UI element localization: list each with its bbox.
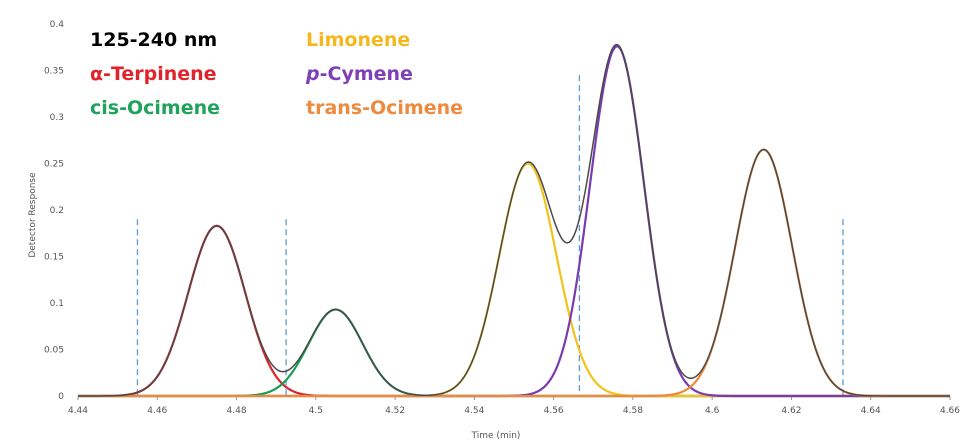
legend-item-p-cymene: p-Cymene [305, 63, 413, 85]
legend-label: α-Terpinene [90, 63, 217, 85]
x-tick-label: 4.52 [385, 406, 405, 416]
y-tick-label: 0.35 [44, 67, 64, 77]
y-tick-label: 0.3 [50, 113, 64, 123]
x-tick-label: 4.58 [623, 406, 643, 416]
x-tick-label: 4.64 [861, 406, 881, 416]
legend: 125-240 nm α-Terpinene cis-Ocimene Limonene… [90, 29, 463, 119]
legend-item-trans-ocimene: trans-Ocimene [306, 97, 463, 119]
series-lines [78, 43, 950, 398]
y-tick-label: 0.1 [50, 299, 64, 309]
y-tick-label: 0.05 [44, 346, 64, 356]
x-tick-label: 4.66 [940, 406, 960, 416]
legend-label: Limonene [306, 29, 410, 51]
legend-label: trans-Ocimene [306, 97, 463, 119]
vertical-markers [136, 75, 844, 396]
legend-label-main: -Cymene [320, 63, 413, 85]
legend-item-125-240-nm: 125-240 nm [90, 29, 217, 51]
x-tick-label: 4.44 [68, 406, 88, 416]
x-tick-label: 4.56 [544, 406, 564, 416]
series-line-total-125-240-nm [78, 43, 950, 397]
y-tick-label: 0 [58, 392, 64, 402]
x-tick-label: 4.5 [309, 406, 323, 416]
x-axis-title: Time (min) [471, 431, 521, 441]
y-tick-label: 0.15 [44, 253, 64, 263]
y-tick-label: 0.25 [44, 160, 64, 170]
legend-item-limonene: Limonene [306, 29, 410, 51]
x-tick-label: 4.62 [781, 406, 801, 416]
x-tick-label: 4.6 [705, 406, 720, 416]
y-tick-label: 0.2 [50, 206, 64, 216]
legend-label: cis-Ocimene [90, 97, 220, 119]
y-axis-title: Detector Response [28, 172, 38, 258]
x-tick-label: 4.46 [147, 406, 167, 416]
legend-label-prefix: p [305, 63, 320, 85]
legend-label: 125-240 nm [90, 29, 217, 51]
y-tick-label: 0.4 [50, 20, 65, 30]
x-tick-label: 4.48 [227, 406, 247, 416]
x-tick-label: 4.54 [464, 406, 484, 416]
legend-item-cis-ocimene: cis-Ocimene [90, 97, 220, 119]
legend-item--terpinene: α-Terpinene [90, 63, 217, 85]
